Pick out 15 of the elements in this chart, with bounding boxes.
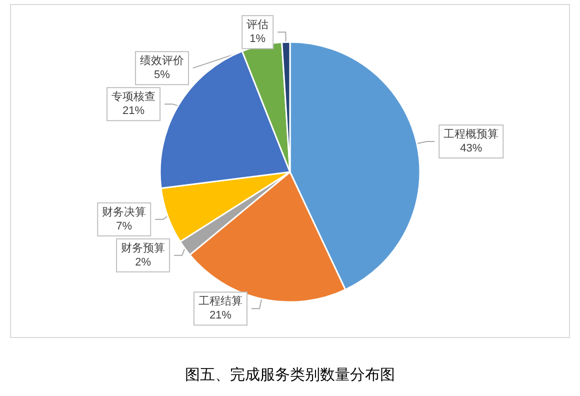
slice-label: 财务决算 xyxy=(102,205,146,218)
data-label: 7% xyxy=(116,220,132,232)
text: 图五、完成服务类别数量分布图 xyxy=(185,366,395,384)
data-label: 43% xyxy=(460,142,482,154)
slice-label: 绩效评价 xyxy=(140,54,184,68)
slice-label: 工程结算 xyxy=(198,294,242,308)
data-label: 21% xyxy=(122,105,145,118)
slice-label: 财务预算 xyxy=(121,241,166,254)
slice-label: 工程概预算 xyxy=(444,128,499,140)
slice-label: 评估 xyxy=(246,19,269,32)
data-label: 5% xyxy=(154,69,170,82)
data-label: 21% xyxy=(209,310,232,322)
slice-label: 专项核查 xyxy=(112,90,156,104)
data-label: 2% xyxy=(135,256,152,268)
data-label: 1% xyxy=(250,33,266,46)
